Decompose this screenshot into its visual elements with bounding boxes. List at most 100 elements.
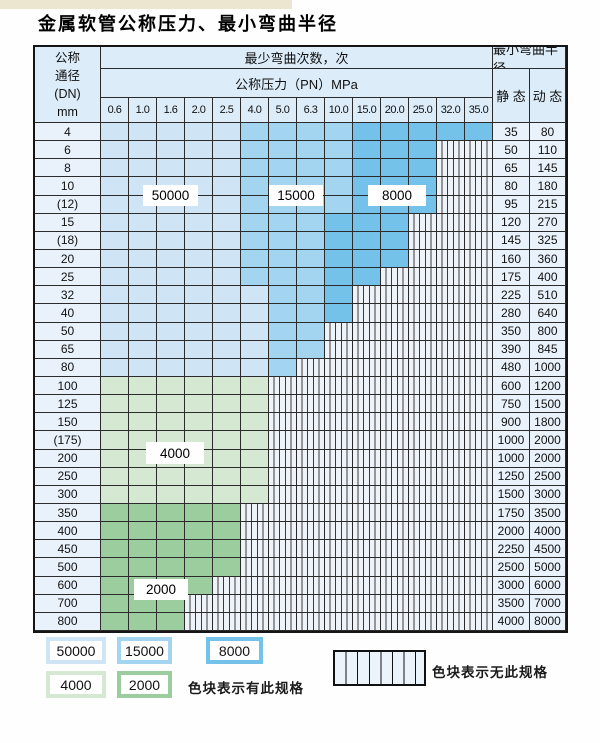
spec-cell <box>353 123 381 142</box>
spec-cell <box>213 449 241 468</box>
spec-cell <box>241 123 269 142</box>
dynamic-radius-value: 7000 <box>530 594 566 613</box>
static-radius-value: 95 <box>493 195 530 214</box>
spec-cell <box>213 413 241 432</box>
spec-cell-no-spec <box>381 340 409 359</box>
spec-cell-no-spec <box>353 558 381 577</box>
spec-cell-no-spec <box>409 413 437 432</box>
spec-cell-no-spec <box>269 558 297 577</box>
page-top-strip <box>0 0 292 9</box>
spec-cell <box>353 141 381 160</box>
spec-cell <box>101 558 129 577</box>
spec-cell <box>381 231 409 250</box>
spec-cell-no-spec <box>297 612 325 631</box>
spec-cell-no-spec <box>409 522 437 541</box>
spec-cell <box>101 504 129 523</box>
legend-swatch-2000: 2000 <box>117 671 172 698</box>
spec-cell-no-spec <box>381 286 409 305</box>
spec-cell <box>101 286 129 305</box>
spec-cell-no-spec <box>437 467 465 486</box>
dynamic-radius-value: 400 <box>530 268 566 287</box>
spec-cell-no-spec <box>465 231 493 250</box>
spec-cell-no-spec <box>297 431 325 450</box>
spec-cell <box>101 250 129 269</box>
spec-cell <box>157 377 185 396</box>
dn-row-label: 15 <box>35 213 101 232</box>
spec-cell-no-spec <box>437 377 465 396</box>
dynamic-radius-value: 1000 <box>530 358 566 377</box>
spec-cell <box>353 268 381 287</box>
spec-cell <box>241 377 269 396</box>
spec-cell <box>129 540 157 559</box>
spec-cell-no-spec <box>241 558 269 577</box>
spec-cell-no-spec <box>465 540 493 559</box>
spec-cell <box>129 231 157 250</box>
spec-cell <box>269 141 297 160</box>
spec-cell-no-spec <box>353 340 381 359</box>
spec-cell-no-spec <box>409 485 437 504</box>
spec-cell <box>269 159 297 178</box>
spec-cell-no-spec <box>465 467 493 486</box>
corner-header: 公称 通径 (DN) mm <box>35 47 101 123</box>
legend-swatch-50000: 50000 <box>46 637 106 664</box>
spec-cell <box>297 286 325 305</box>
spec-cell <box>325 159 353 178</box>
spec-cell <box>213 250 241 269</box>
spec-cell <box>325 304 353 323</box>
spec-cell-no-spec <box>325 540 353 559</box>
static-radius-value: 2000 <box>493 522 530 541</box>
spec-cell <box>185 467 213 486</box>
spec-table: 公称 通径 (DN) mm 最少弯曲次数，次 最小弯曲半径 公称压力（PN）MPa 静 态动 … <box>33 45 568 633</box>
spec-cell-no-spec <box>381 268 409 287</box>
spec-cell <box>241 250 269 269</box>
spec-cell-no-spec <box>381 522 409 541</box>
spec-cell <box>157 141 185 160</box>
spec-cell <box>297 250 325 269</box>
spec-cell <box>213 213 241 232</box>
spec-cell <box>353 231 381 250</box>
spec-cell <box>129 213 157 232</box>
spec-cell-no-spec <box>325 612 353 631</box>
spec-cell <box>241 467 269 486</box>
spec-cell <box>241 431 269 450</box>
zone-cycles-label: 4000 <box>146 442 204 464</box>
nominal-pressure-header: 公称压力（PN）MPa <box>101 69 493 98</box>
spec-cell <box>129 558 157 577</box>
spec-cell <box>185 340 213 359</box>
spec-cell <box>101 159 129 178</box>
spec-cell-no-spec <box>381 576 409 595</box>
static-radius-value: 480 <box>493 358 530 377</box>
spec-cell-no-spec <box>325 431 353 450</box>
spec-cell <box>241 449 269 468</box>
spec-cell-no-spec <box>409 612 437 631</box>
spec-cell-no-spec <box>381 485 409 504</box>
pressure-col-header: 4.0 <box>241 98 269 123</box>
spec-cell-no-spec <box>409 431 437 450</box>
static-radius-value: 2500 <box>493 558 530 577</box>
spec-cell-no-spec <box>353 485 381 504</box>
spec-cell-no-spec <box>409 558 437 577</box>
spec-cell <box>185 322 213 341</box>
spec-cell-no-spec <box>269 576 297 595</box>
spec-cell-no-spec <box>269 504 297 523</box>
dn-row-label: 700 <box>35 594 101 613</box>
spec-cell-no-spec <box>269 485 297 504</box>
spec-cell-no-spec <box>381 558 409 577</box>
spec-cell <box>185 413 213 432</box>
spec-cell <box>325 250 353 269</box>
spec-cell <box>325 286 353 305</box>
spec-cell <box>129 322 157 341</box>
spec-cell <box>241 231 269 250</box>
dn-row-label: 50 <box>35 322 101 341</box>
spec-cell <box>129 612 157 631</box>
pressure-col-header: 5.0 <box>269 98 297 123</box>
static-radius-value: 390 <box>493 340 530 359</box>
page-title: 金属软管公称压力、最小弯曲半径 <box>38 14 338 35</box>
dn-row-label: 4 <box>35 123 101 142</box>
static-radius-value: 1250 <box>493 467 530 486</box>
spec-cell <box>157 485 185 504</box>
pressure-col-header: 1.0 <box>129 98 157 123</box>
spec-cell-no-spec <box>241 576 269 595</box>
spec-cell-no-spec <box>269 395 297 414</box>
